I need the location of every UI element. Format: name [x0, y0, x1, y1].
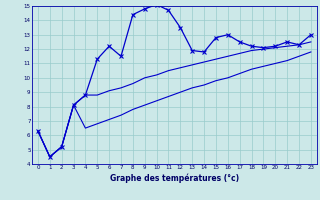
- X-axis label: Graphe des températures (°c): Graphe des températures (°c): [110, 173, 239, 183]
